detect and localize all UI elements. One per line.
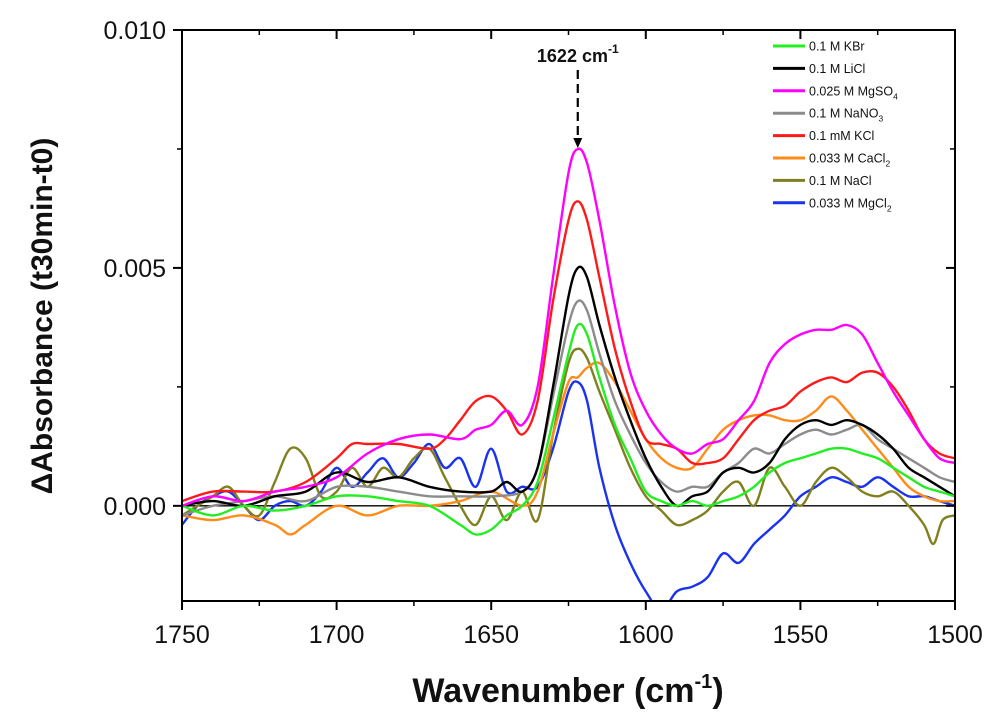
x-axis: 1750 1700 1650 1600 1550 1500: [154, 30, 983, 649]
legend-label: 0.1 M NaNO3: [809, 107, 883, 124]
legend-label: 0.033 M CaCl2: [809, 152, 890, 169]
x-tick-label: 1650: [463, 621, 519, 649]
y-axis-title: ΔAbsorbance (t30min-t0): [26, 138, 59, 495]
peak-annotation: 1622 cm-1: [537, 42, 619, 148]
x-axis-title-text: Wavenumber (cm: [412, 672, 694, 710]
peak-annotation-arrowhead: [573, 138, 583, 148]
series-line-7: [182, 347, 955, 546]
peak-annotation-text: 1622 cm: [537, 46, 608, 66]
series-line-8: [182, 380, 955, 601]
series-line-2: [182, 265, 955, 508]
y-axis: 0.000 0.005 0.010: [103, 17, 955, 521]
legend-label-text: 0.1 mM KCl: [809, 129, 874, 143]
legend-label-text: 0.1 M NaCl: [809, 174, 872, 188]
peak-annotation-sup: -1: [608, 42, 619, 56]
series-line-5: [182, 200, 955, 503]
y-axis-title-text: Absorbance (t30min-t0): [26, 138, 59, 473]
series-line-4: [182, 299, 955, 517]
legend-label-subscript: 2: [887, 203, 892, 213]
x-axis-title: Wavenumber (cm-1): [412, 671, 723, 710]
legend-label-subscript: 4: [893, 91, 898, 101]
legend-label: 0.1 M KBr: [809, 40, 865, 54]
legend-label: 0.025 M MgSO4: [809, 84, 898, 101]
x-tick-label: 1550: [773, 621, 829, 649]
legend-label: 0.1 M NaCl: [809, 174, 872, 188]
legend-label-subscript: 3: [878, 114, 883, 124]
x-tick-label: 1750: [154, 621, 210, 649]
series-line-3: [182, 147, 955, 507]
legend-label: 0.033 M MgCl2: [809, 196, 892, 213]
legend-label-text: 0.1 M NaNO: [809, 107, 879, 121]
legend-label-text: 0.1 M KBr: [809, 40, 865, 54]
legend: 0.1 M KBr 0.1 M LiCl 0.025 M MgSO4 0.1 M Na…: [773, 40, 898, 213]
legend-label-text: 0.1 M LiCl: [809, 62, 865, 76]
legend-label: 0.1 mM KCl: [809, 129, 874, 143]
legend-label-subscript: 2: [885, 159, 890, 169]
x-tick-label: 1500: [927, 621, 983, 649]
x-tick-label: 1700: [309, 621, 365, 649]
x-tick-label: 1600: [618, 621, 674, 649]
legend-label-text: 0.033 M MgCl: [809, 196, 887, 210]
y-tick-label: 0.000: [103, 493, 166, 521]
y-axis-title-delta: Δ: [26, 473, 59, 495]
legend-label: 0.1 M LiCl: [809, 62, 865, 76]
x-axis-title-sup: -1: [695, 671, 713, 693]
y-tick-label: 0.005: [103, 255, 166, 283]
series-group: [182, 147, 955, 601]
peak-annotation-label: 1622 cm-1: [537, 42, 619, 66]
legend-label-text: 0.025 M MgSO: [809, 84, 893, 98]
series-line-1: [182, 322, 955, 536]
legend-label-text: 0.033 M CaCl: [809, 152, 885, 166]
y-tick-label: 0.010: [103, 17, 166, 45]
x-axis-title-end: ): [712, 672, 723, 710]
